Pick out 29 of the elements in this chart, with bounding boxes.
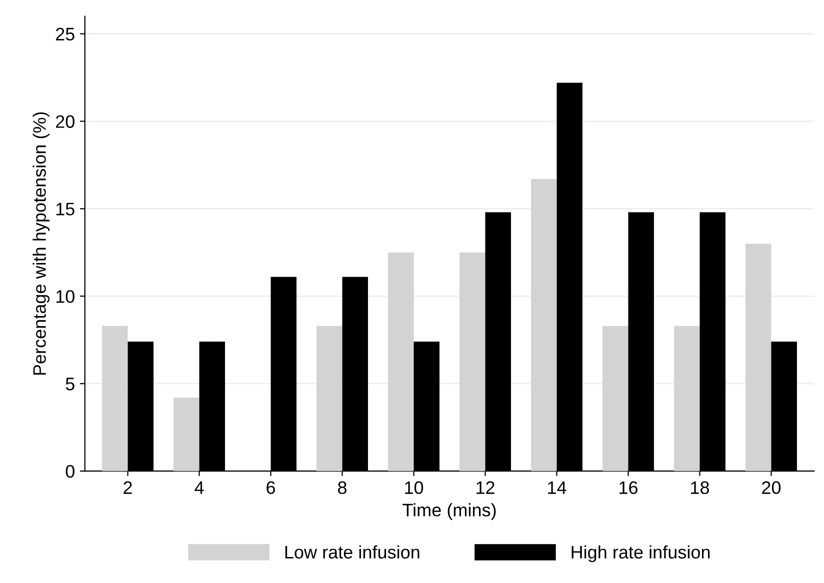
bar (602, 326, 628, 472)
y-tick-label: 15 (56, 202, 74, 216)
bar (674, 326, 700, 472)
x-tick-label: 14 (548, 481, 566, 494)
x-tick-label: 18 (691, 481, 709, 494)
bar (102, 326, 128, 472)
x-tick-label: 6 (266, 481, 275, 494)
x-tick-label: 12 (476, 481, 494, 494)
y-tick-label: 25 (56, 28, 74, 41)
x-tick-label: 16 (620, 481, 638, 494)
x-tick-label: 2 (124, 481, 132, 494)
bar (460, 252, 486, 472)
legend-label: High rate infusion (572, 545, 710, 562)
x-tick-label: 8 (338, 481, 346, 494)
bar (745, 244, 772, 472)
x-tick-label: 10 (405, 481, 424, 494)
y-tick-label: 0 (66, 465, 74, 478)
y-tick-label: 5 (66, 378, 74, 390)
bar (316, 326, 342, 472)
y-tick-label: 10 (56, 290, 74, 303)
bar (174, 398, 200, 472)
legend-label: Low rate infusion (285, 545, 420, 559)
bar (388, 252, 414, 472)
bar (530, 178, 557, 472)
x-tick-label: 4 (194, 481, 204, 494)
x-axis-title: Time (mins) (402, 503, 496, 520)
y-tick-label: 20 (56, 115, 74, 128)
y-axis-title: Percentage with hypotension (%) (32, 112, 50, 375)
x-tick-label: 20 (762, 481, 781, 494)
